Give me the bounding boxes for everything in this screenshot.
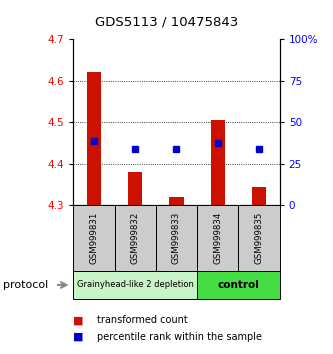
Bar: [73, 205, 115, 271]
Text: GSM999831: GSM999831: [89, 212, 99, 264]
Bar: [238, 205, 280, 271]
Bar: [128, 172, 143, 205]
Bar: [87, 72, 101, 205]
Bar: [115, 205, 156, 271]
Bar: [73, 271, 197, 299]
Bar: [197, 271, 280, 299]
Text: transformed count: transformed count: [97, 315, 187, 325]
Text: GDS5113 / 10475843: GDS5113 / 10475843: [95, 16, 238, 29]
Bar: [156, 205, 197, 271]
Text: ■: ■: [73, 332, 84, 342]
Bar: [210, 120, 225, 205]
Text: GSM999834: GSM999834: [213, 212, 222, 264]
Text: Grainyhead-like 2 depletion: Grainyhead-like 2 depletion: [77, 280, 193, 290]
Bar: [197, 205, 238, 271]
Text: GSM999833: GSM999833: [172, 212, 181, 264]
Text: GSM999835: GSM999835: [254, 212, 264, 264]
Text: protocol: protocol: [3, 280, 49, 290]
Bar: [169, 197, 184, 205]
Text: ■: ■: [73, 315, 84, 325]
Bar: [252, 187, 266, 205]
Text: percentile rank within the sample: percentile rank within the sample: [97, 332, 261, 342]
Text: control: control: [217, 280, 259, 290]
Text: GSM999832: GSM999832: [131, 212, 140, 264]
